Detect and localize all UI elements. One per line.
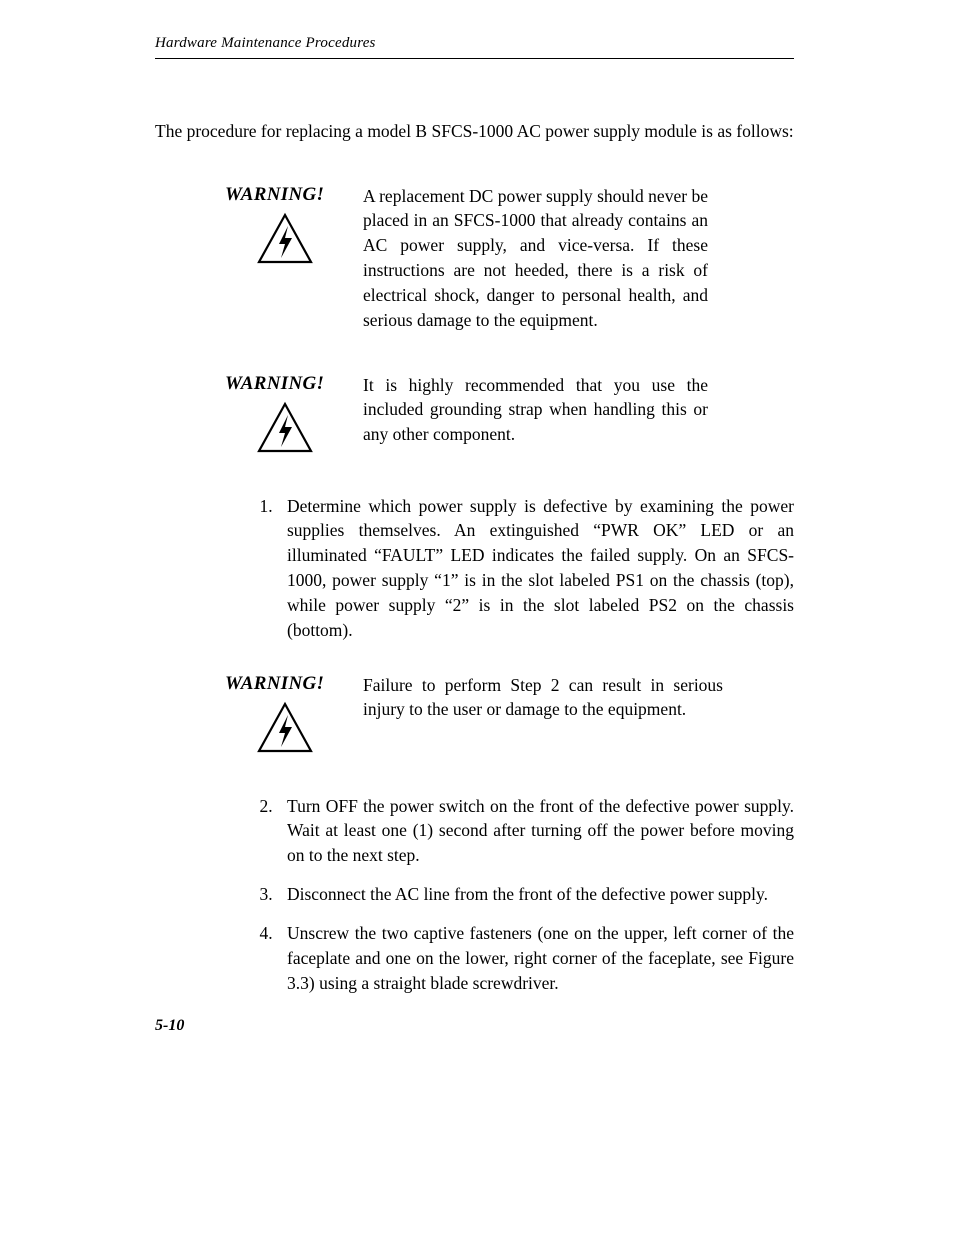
page-number: 5-10 xyxy=(155,1017,184,1035)
warning-label: WARNING! xyxy=(225,673,324,695)
page: Hardware Maintenance Procedures The proc… xyxy=(0,0,954,1235)
ordered-steps-1: Determine which power supply is defectiv… xyxy=(225,494,794,643)
warning-label: WARNING! xyxy=(225,373,324,395)
warning-label: WARNING! xyxy=(225,184,324,206)
step-item-2: Turn OFF the power switch on the front o… xyxy=(277,794,794,869)
running-head: Hardware Maintenance Procedures xyxy=(155,35,794,59)
shock-hazard-icon xyxy=(256,701,314,760)
shock-hazard-icon xyxy=(256,212,314,271)
warning-text-2: It is highly recommended that you use th… xyxy=(363,373,708,448)
intro-paragraph: The procedure for replacing a model B SF… xyxy=(155,119,794,144)
step-item-1: Determine which power supply is defectiv… xyxy=(277,494,794,643)
ordered-steps-2: Turn OFF the power switch on the front o… xyxy=(225,794,794,996)
warning-text-3: Failure to perform Step 2 can result in … xyxy=(363,673,723,723)
shock-hazard-icon xyxy=(256,401,314,460)
warning-text-1: A replacement DC power supply should nev… xyxy=(363,184,708,333)
warning-block-2: WARNING! It is highly recommended that y… xyxy=(225,373,794,460)
warning-block-3: WARNING! Failure to perform Step 2 can r… xyxy=(225,673,794,760)
step-item-4: Unscrew the two captive fasteners (one o… xyxy=(277,921,794,996)
step-item-3: Disconnect the AC line from the front of… xyxy=(277,882,794,907)
warning-block-1: WARNING! A replacement DC power supply s… xyxy=(225,184,794,333)
